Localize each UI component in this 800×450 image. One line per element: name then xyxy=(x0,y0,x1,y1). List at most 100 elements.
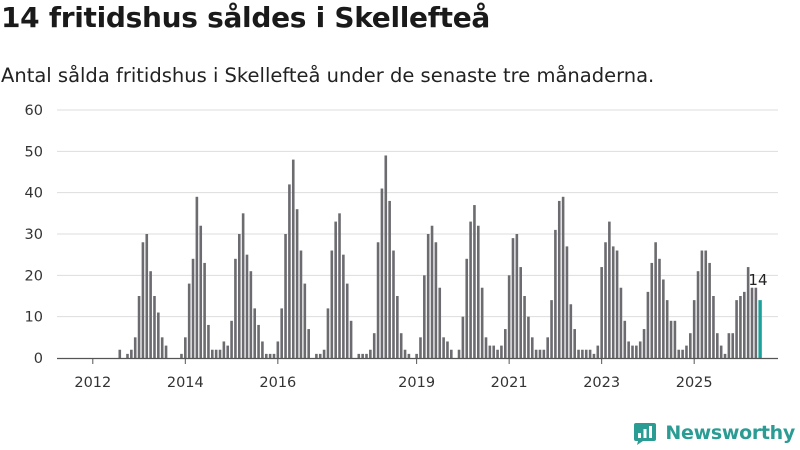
bar xyxy=(399,333,403,358)
bar xyxy=(307,329,310,358)
bar xyxy=(592,353,596,358)
bar xyxy=(635,345,638,358)
highlight-bar xyxy=(758,300,762,358)
bar xyxy=(712,296,715,358)
bar xyxy=(638,341,642,358)
bar xyxy=(392,250,395,358)
bar xyxy=(396,296,399,358)
bar xyxy=(118,349,122,358)
bar xyxy=(689,333,692,358)
bar xyxy=(423,275,426,358)
bar xyxy=(716,333,719,358)
bar xyxy=(322,349,326,358)
bar xyxy=(731,333,735,358)
x-tick-label: 2021 xyxy=(491,375,528,391)
bar xyxy=(480,287,484,358)
bar xyxy=(245,254,249,358)
bar xyxy=(153,296,156,358)
bar xyxy=(226,345,230,358)
bar xyxy=(573,329,576,358)
bar xyxy=(388,200,391,358)
bar xyxy=(584,349,588,358)
bar xyxy=(557,200,561,358)
bar xyxy=(457,349,461,358)
bar xyxy=(291,159,295,358)
bar xyxy=(600,267,603,358)
x-tick-label: 2016 xyxy=(259,375,296,391)
bar xyxy=(430,225,434,358)
newsworthy-brand[interactable]: Newsworthy xyxy=(633,421,795,445)
bar xyxy=(631,345,634,358)
bar xyxy=(180,353,183,358)
bar xyxy=(303,283,307,358)
chart-title: 14 fritidshus såldes i Skellefteå xyxy=(1,1,490,34)
bar xyxy=(477,225,480,358)
bar xyxy=(438,287,442,358)
bar xyxy=(149,271,152,358)
bar xyxy=(565,246,569,358)
bar xyxy=(222,341,226,358)
highlight-value-label: 14 xyxy=(748,271,767,289)
bar xyxy=(530,337,534,358)
bar xyxy=(249,271,253,358)
bar xyxy=(419,337,422,358)
bar xyxy=(230,320,233,358)
bar xyxy=(492,345,496,358)
y-tick-label: 40 xyxy=(25,186,43,202)
bar xyxy=(719,345,723,358)
bar xyxy=(642,329,646,358)
bar xyxy=(334,221,337,358)
bar xyxy=(369,349,372,358)
bar xyxy=(673,320,677,358)
bar xyxy=(619,287,623,358)
bar xyxy=(735,300,738,358)
bar xyxy=(496,349,499,358)
bar xyxy=(288,184,291,358)
bar xyxy=(519,267,522,358)
bar xyxy=(503,329,507,358)
bar xyxy=(160,337,164,358)
bar xyxy=(500,345,503,358)
bar xyxy=(164,345,168,358)
y-tick-label: 20 xyxy=(25,268,43,284)
bar xyxy=(662,279,665,358)
bar xyxy=(554,229,557,358)
bar xyxy=(450,349,453,358)
bar xyxy=(473,205,476,358)
bar xyxy=(295,209,299,358)
bar xyxy=(145,234,149,358)
bar xyxy=(650,262,654,358)
bar xyxy=(561,196,565,358)
bar xyxy=(241,213,245,358)
bar xyxy=(611,246,615,358)
bar xyxy=(253,308,257,358)
bar xyxy=(442,337,445,358)
bar xyxy=(739,296,742,358)
bar xyxy=(199,225,203,358)
bar xyxy=(234,258,237,358)
bar xyxy=(361,353,364,358)
bar xyxy=(542,349,546,358)
bar xyxy=(461,316,465,358)
bar xyxy=(218,349,222,358)
bar xyxy=(546,337,549,358)
bar xyxy=(434,242,438,358)
bar xyxy=(372,333,376,358)
bar xyxy=(261,341,264,358)
bar xyxy=(608,221,611,358)
bar xyxy=(264,353,268,358)
bar xyxy=(407,353,411,358)
bar xyxy=(415,353,418,358)
bar xyxy=(484,337,488,358)
bar xyxy=(195,196,199,358)
bar xyxy=(646,291,650,358)
bar xyxy=(207,324,210,358)
bar xyxy=(523,296,526,358)
bar xyxy=(743,291,746,358)
bar xyxy=(330,250,334,358)
bar xyxy=(577,349,580,358)
bar xyxy=(187,283,191,358)
bar xyxy=(157,312,160,358)
bar xyxy=(211,349,214,358)
bar xyxy=(538,349,542,358)
